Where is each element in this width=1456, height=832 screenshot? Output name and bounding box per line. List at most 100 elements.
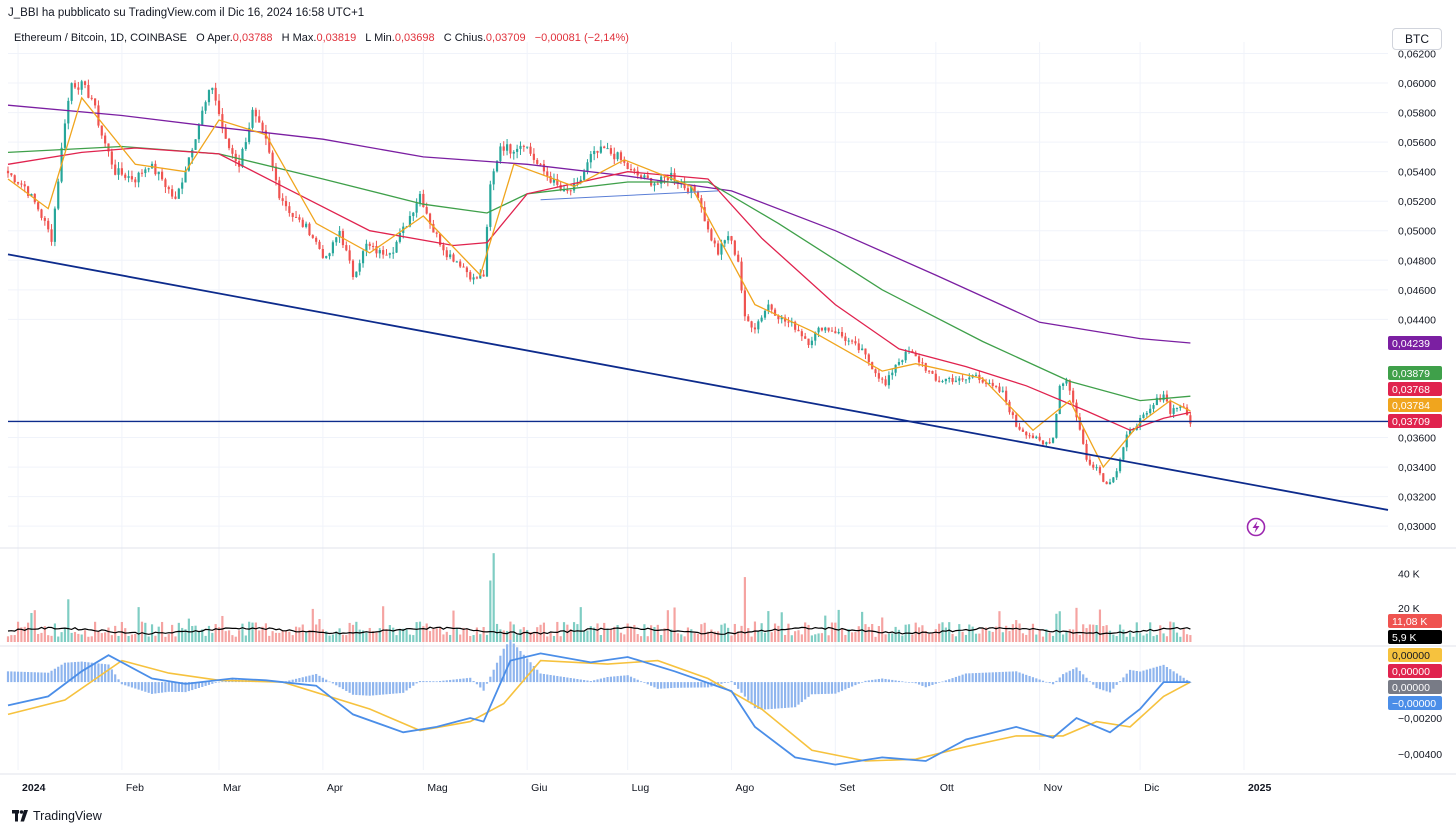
volume-bar: [599, 635, 602, 642]
macd-histogram-bar: [904, 681, 907, 683]
macd-histogram-bar: [901, 681, 904, 683]
volume-bar: [331, 634, 334, 642]
volume-bar: [50, 635, 53, 642]
volume-bar: [1145, 633, 1148, 642]
candle-body: [663, 176, 666, 178]
macd-histogram-bar: [90, 662, 93, 683]
volume-bar: [197, 631, 201, 642]
volume-bar: [160, 621, 164, 642]
candle-body: [348, 250, 351, 261]
macd-histogram-bar: [700, 682, 703, 688]
volume-bar: [114, 625, 117, 642]
legend-high-label: H: [281, 32, 290, 44]
volume-bar: [238, 630, 241, 642]
macd-histogram-bar: [1185, 679, 1189, 683]
candle-body: [988, 382, 991, 384]
macd-histogram-bar: [864, 680, 867, 683]
candle-body: [171, 189, 174, 197]
candle-body: [616, 152, 619, 160]
volume-bar: [73, 631, 77, 642]
macd-histogram-bar: [294, 678, 298, 683]
macd-histogram-bar: [157, 682, 160, 694]
volume-bar: [485, 634, 489, 642]
macd-histogram-bar: [1028, 676, 1031, 683]
volume-bar: [418, 621, 422, 642]
macd-histogram-bar: [733, 682, 736, 686]
macd-histogram-bar: [723, 682, 726, 683]
candle-body: [305, 223, 308, 227]
volume-bar: [991, 631, 994, 642]
currency-button[interactable]: BTC: [1392, 28, 1442, 50]
volume-bar: [254, 622, 257, 642]
volume-bar: [639, 636, 643, 642]
candle-body: [757, 321, 760, 330]
volume-bar: [107, 627, 110, 642]
time-axis: 2024 Feb Mar Apr Mag Giu Lug Ago Set Ott Nov Dic 202…: [22, 782, 1271, 794]
candle-body: [559, 184, 562, 191]
macd-histogram-bar: [382, 682, 385, 695]
volume-bar: [445, 631, 448, 642]
last-price-badge: 0,03709: [1392, 416, 1430, 428]
macd-histogram-bar: [492, 669, 495, 683]
volume-bar: [526, 629, 529, 642]
lightning-icon[interactable]: [1246, 517, 1266, 537]
macd-histogram-bar: [639, 681, 643, 683]
volume-bar: [646, 636, 649, 642]
volume-bar: [717, 631, 720, 642]
volume-bar: [810, 635, 813, 642]
candle-body: [958, 378, 961, 381]
volume-bar: [227, 630, 231, 642]
macd-histogram-bar: [847, 682, 850, 688]
candle-body: [1172, 408, 1175, 414]
macd-histogram-bar: [924, 682, 927, 688]
volume-bar: [971, 626, 974, 642]
volume-bar: [566, 624, 569, 642]
candle-body: [1068, 380, 1071, 391]
volume-bar: [834, 622, 837, 642]
macd-histogram-bar: [623, 675, 626, 683]
macd-histogram-bar: [224, 680, 227, 683]
candle-body: [730, 236, 733, 241]
candle-body: [1145, 413, 1148, 415]
volume-bar: [204, 635, 207, 642]
macd-histogram-bar: [1072, 669, 1075, 683]
candle-body: [412, 212, 415, 217]
legend-high-value: 0,03819: [316, 32, 357, 44]
macd-histogram-bar: [177, 682, 180, 692]
volume-bar: [341, 634, 345, 642]
ma-value-badge: 0,03879: [1392, 368, 1430, 380]
volume-bar: [794, 631, 797, 642]
volume-bar: [40, 632, 43, 642]
macd-histogram-bar: [626, 675, 629, 683]
macd-histogram-bar: [181, 682, 184, 693]
macd-histogram-bar: [167, 682, 170, 692]
macd-histogram-bar: [288, 680, 291, 683]
ma-value-badge-bg: [1388, 336, 1442, 350]
macd-histogram-bar: [891, 679, 894, 683]
candle-body: [830, 330, 834, 332]
macd-histogram-bar: [171, 682, 174, 692]
candle-body: [231, 148, 234, 154]
candle-body: [13, 175, 16, 183]
candle-body: [938, 380, 941, 382]
candle-body: [502, 146, 505, 151]
candle-body: [974, 374, 978, 376]
volume-bar: [516, 634, 519, 642]
macd-histogram-bar: [737, 682, 740, 689]
candle-body: [442, 244, 445, 251]
macd-value-badge: 0,00000: [1392, 682, 1430, 694]
macd-histogram-bar: [1058, 677, 1061, 683]
volume-bar: [321, 629, 324, 642]
volume-bar: [713, 631, 716, 642]
time-tick-label: Ago: [735, 782, 754, 794]
macd-histogram-bar: [1122, 677, 1125, 683]
volume-bar: [1132, 636, 1135, 642]
volume-bar: [787, 623, 790, 642]
volume-bar: [710, 629, 713, 642]
macd-histogram-bar: [1038, 679, 1041, 683]
macd-histogram-bar: [1035, 678, 1038, 683]
volume-bar: [137, 607, 140, 642]
candle-body: [479, 274, 482, 279]
macd-histogram-bar: [720, 682, 723, 684]
